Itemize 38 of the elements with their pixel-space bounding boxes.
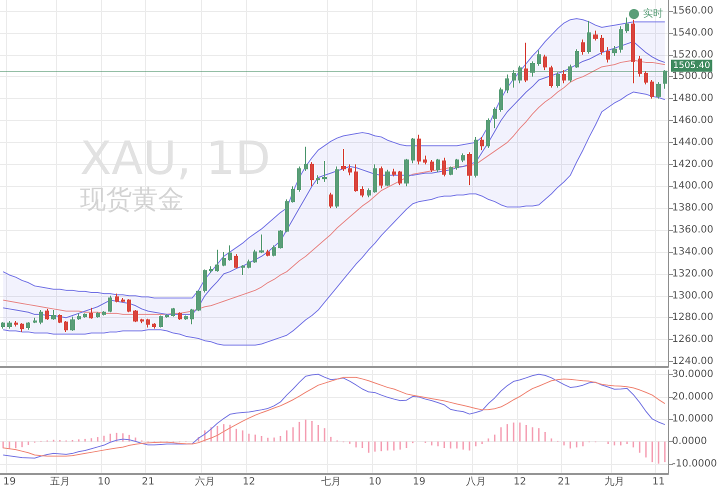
y-tick-label: 1480.00	[672, 93, 714, 104]
y-tick-label: 30.0000	[672, 368, 714, 380]
x-tick-label: 七月	[320, 476, 341, 488]
y-tick-label: 1260.00	[672, 334, 714, 346]
y-tick-label: 0.0000	[672, 436, 707, 448]
y-tick-label: 1420.00	[672, 158, 714, 170]
y-tick-label: 20.0000	[672, 391, 714, 402]
y-tick-label: 1360.00	[672, 224, 714, 236]
y-tick-label: 1280.00	[672, 312, 714, 324]
y-tick-label: 1300.00	[672, 290, 714, 302]
x-tick-label: 12	[242, 476, 256, 488]
y-tick-label: 1560.00	[672, 5, 714, 16]
y-tick-label: -10.0000	[672, 458, 717, 470]
y-tick-label: 1380.00	[672, 202, 714, 214]
legend-label: 实时	[643, 8, 663, 20]
x-tick-label: 六月	[194, 476, 215, 488]
y-tick-label: 1440.00	[672, 136, 714, 148]
y-tick-label: 1500.00	[672, 71, 714, 82]
y-tick-label: 10.0000	[672, 414, 714, 425]
y-tick-label: 1400.00	[672, 180, 714, 192]
y-tick-label: 1320.00	[672, 268, 714, 280]
x-tick-label: 19	[412, 476, 426, 488]
x-tick-label: 19	[3, 476, 16, 488]
x-tick-label: 10	[98, 476, 110, 488]
x-tick-label: 21	[142, 476, 154, 488]
y-tick-label: 1520.00	[672, 49, 714, 60]
y-tick-label: 1240.00	[672, 356, 714, 368]
y-tick-label: 1460.00	[672, 115, 714, 126]
x-tick-label: 21	[558, 476, 570, 488]
x-tick-label: 九月	[604, 476, 624, 488]
y-tick-label: 1540.00	[672, 27, 714, 38]
y-tick-label: 1340.00	[672, 246, 714, 258]
x-tick-label: 五月	[50, 476, 70, 488]
x-tick-label: 11	[652, 476, 665, 488]
x-tick-label: 10	[368, 476, 382, 488]
x-tick-label: 八月	[466, 476, 486, 488]
x-tick-label: 12	[514, 476, 526, 488]
ref-line-label: 1505.40	[673, 60, 710, 71]
